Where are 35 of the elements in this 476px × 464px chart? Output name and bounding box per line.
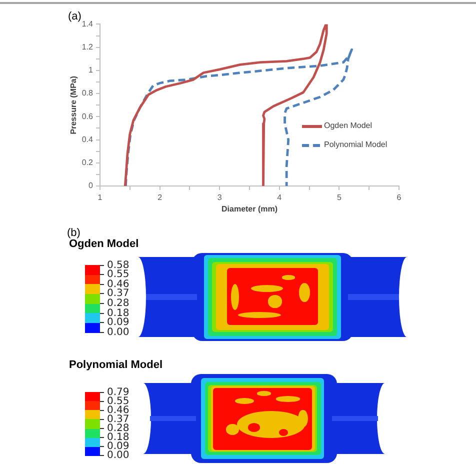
text: (b) [67,226,80,239]
y-tick-label: 1.2 [82,42,94,52]
text: 0.09 [107,317,130,328]
x-axis-title: Diameter (mm) [221,204,278,214]
x-tick-label: 4 [277,193,282,202]
y-tick-label: 0.6 [82,112,94,121]
text: 0.46 [107,278,130,290]
text: 0.00 [107,450,130,462]
text: 0.55 [107,269,130,280]
y-tick-label: 0.8 [82,88,94,98]
y-tick-label: 1.4 [82,19,94,28]
y-tick-label: 1 [88,66,94,75]
x-tick-label: 1 [98,193,103,202]
y-tick-label: 0.4 [82,134,94,144]
x-tick-label: 3 [217,193,222,202]
text: 0.18 [107,308,130,319]
text: 0.79 [107,386,130,398]
text: 0.58 [107,260,130,270]
x-tick-label: 2 [158,193,163,202]
y-tick-label: 0.2 [82,158,94,168]
text: 0.37 [107,288,130,300]
text: Polynomial Model [69,358,163,372]
y-axis-title: Pressure (MPa) [69,76,78,134]
text: 0.28 [107,298,130,310]
text: Ogden Model [69,238,139,251]
chart-title: (a) [68,10,82,23]
x-tick-label: 6 [396,193,402,202]
legend-label: Ogden Model [324,121,372,132]
y-tick-label: 0 [88,181,94,190]
text: 0.46 [107,404,130,416]
text: 0.55 [107,396,130,407]
text: 0.00 [107,327,130,338]
text: 0.37 [107,414,130,425]
legend-label: Polynomial Model [324,140,388,150]
x-tick-label: 5 [336,193,342,202]
